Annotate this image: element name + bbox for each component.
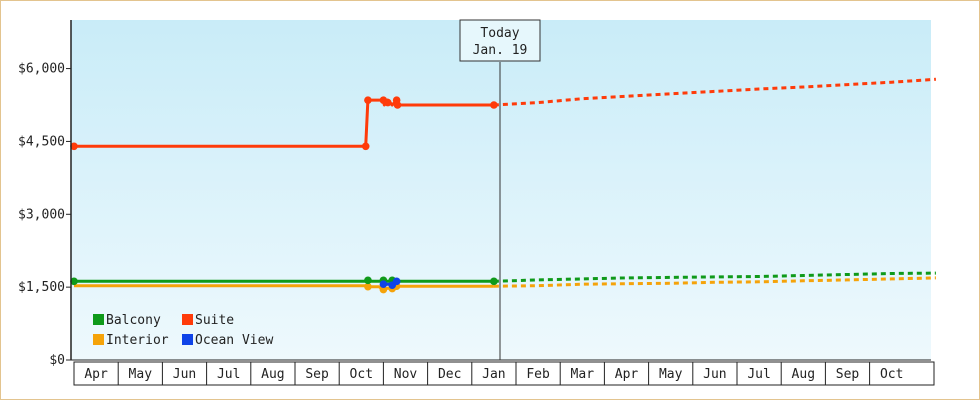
suite-point (361, 142, 370, 151)
legend-label-suite: Suite (195, 313, 234, 328)
legend-label-balcony: Balcony (106, 313, 161, 328)
interior-point (364, 282, 372, 291)
plot-area (71, 20, 931, 360)
legend-label-ocean-view: Ocean View (195, 333, 273, 348)
series-suite (70, 77, 936, 151)
legend-swatch-ocean-view (182, 334, 193, 345)
today-label: Today (480, 26, 519, 41)
y-tick-label: $1,500 (18, 280, 65, 295)
today-box (459, 19, 541, 62)
suite-point (393, 101, 402, 109)
y-tick-label: $3,000 (18, 207, 65, 222)
suite-point (490, 101, 498, 109)
x-tick-label: Jul (747, 367, 770, 382)
x-tick-label: Oct (350, 367, 373, 382)
today-date: Jan. 19 (473, 43, 528, 58)
x-tick-label: Apr (615, 367, 639, 382)
x-tick-label: Mar (571, 367, 595, 382)
series-ocean-view (379, 277, 401, 290)
x-tick-label: Jun (703, 367, 726, 382)
y-tick-label: $0 (49, 353, 65, 368)
ocean-view-point (392, 277, 401, 286)
x-tick-label: Aug (792, 367, 815, 382)
balcony-forecast-line (493, 271, 936, 283)
x-tick-label: Jun (173, 367, 196, 382)
x-tick-label: Dec (438, 367, 461, 382)
axes: $0 $1,500 $3,000 $4,500 $6,000 Apr May Jun Jul Au… (18, 20, 935, 386)
y-tick-label: $6,000 (18, 62, 65, 77)
suite-point (70, 142, 78, 151)
legend-swatch-balcony (93, 314, 104, 325)
x-tick-label: May (659, 367, 683, 382)
ocean-view-point (379, 280, 388, 289)
today-marker: Today Jan. 19 (459, 19, 541, 360)
x-tick-label: Aug (261, 367, 284, 382)
balcony-point (490, 277, 498, 286)
x-tick-label: Jul (217, 367, 240, 382)
legend-label-interior: Interior (106, 333, 169, 348)
x-tick-label: Jan (482, 367, 505, 382)
y-tick-label: $4,500 (18, 134, 65, 149)
suite-point (364, 96, 372, 104)
legend: Balcony Suite Interior Ocean View (93, 313, 273, 348)
x-tick-label: Sep (305, 367, 329, 382)
x-tick-label: Feb (526, 367, 550, 382)
interior-point (379, 285, 388, 294)
interior-forecast-line (493, 276, 936, 288)
x-tick-label: Sep (836, 367, 860, 382)
series-layer (70, 77, 936, 294)
balcony-point (70, 277, 78, 286)
legend-swatch-suite (182, 314, 193, 325)
x-tick-label: Apr (84, 367, 108, 382)
balcony-point (364, 276, 372, 285)
x-tick-label: Nov (394, 367, 418, 382)
x-tick-label: Oct (880, 367, 903, 382)
suite-point (384, 98, 392, 107)
legend-swatch-interior (93, 334, 104, 345)
x-axis-strip (73, 361, 935, 386)
x-tick-label: May (129, 367, 153, 382)
suite-forecast-line (493, 77, 936, 107)
